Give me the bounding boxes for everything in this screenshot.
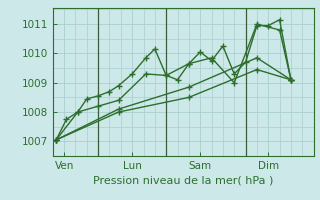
X-axis label: Pression niveau de la mer( hPa ): Pression niveau de la mer( hPa ) <box>93 175 273 185</box>
